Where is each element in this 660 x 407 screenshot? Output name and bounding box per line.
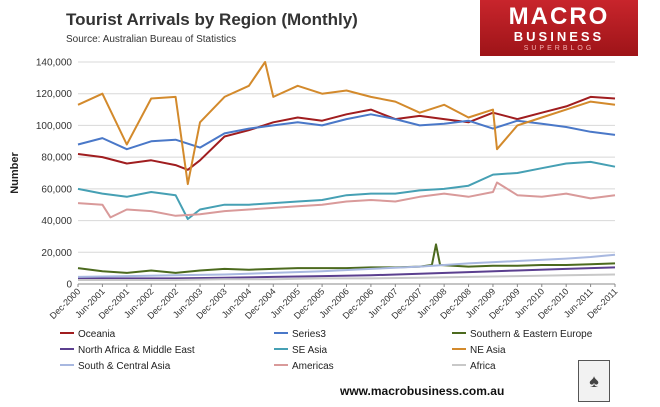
series-line-africa: [78, 273, 616, 281]
y-tick-label: 40,000: [41, 216, 72, 227]
legend-label-americas: Americas: [292, 361, 334, 372]
y-axis-title: Number: [9, 152, 21, 194]
y-tick-label: 60,000: [41, 184, 72, 195]
series-line-oceania: [77, 95, 616, 171]
legend-label-north-africa-middle-east: North Africa & Middle East: [78, 345, 195, 356]
series-line-se-asia: [77, 160, 616, 220]
wolf-icon: ♠: [578, 360, 610, 402]
legend-label-oceania: Oceania: [78, 329, 116, 340]
logo-line-2: BUSINESS: [513, 29, 605, 44]
y-tick-label: 140,000: [36, 58, 73, 69]
logo-line-3: SUPERBLOG: [523, 45, 595, 52]
legend-label-south-central-asia: South & Central Asia: [78, 361, 171, 372]
website-url[interactable]: www.macrobusiness.com.au: [340, 384, 505, 398]
series-line-ne-asia: [77, 61, 616, 186]
y-tick-label: 100,000: [36, 121, 73, 132]
y-tick-label: 80,000: [41, 153, 72, 164]
series-line-southern-eastern-europe: [77, 243, 616, 274]
chart-title: Tourist Arrivals by Region (Monthly): [66, 10, 358, 29]
legend-label-series3: Series3: [292, 329, 326, 340]
series-line-south-central-asia: [77, 253, 616, 278]
y-tick-label: 20,000: [41, 248, 72, 259]
legend-label-africa: Africa: [470, 361, 496, 372]
series-line-north-africa-middle-east: [78, 266, 616, 280]
legend-label-southern-eastern-europe: Southern & Eastern Europe: [470, 329, 593, 340]
y-tick-label: 0: [66, 280, 72, 291]
series-line-americas: [77, 181, 616, 219]
logo-line-1: MACRO: [508, 3, 610, 30]
legend-label-se-asia: SE Asia: [292, 345, 327, 356]
legend-label-ne-asia: NE Asia: [470, 345, 506, 356]
brand-logo: MACRO BUSINESS SUPERBLOG: [480, 0, 638, 56]
y-tick-label: 120,000: [36, 89, 73, 100]
chart-source: Source: Australian Bureau of Statistics: [66, 34, 237, 45]
